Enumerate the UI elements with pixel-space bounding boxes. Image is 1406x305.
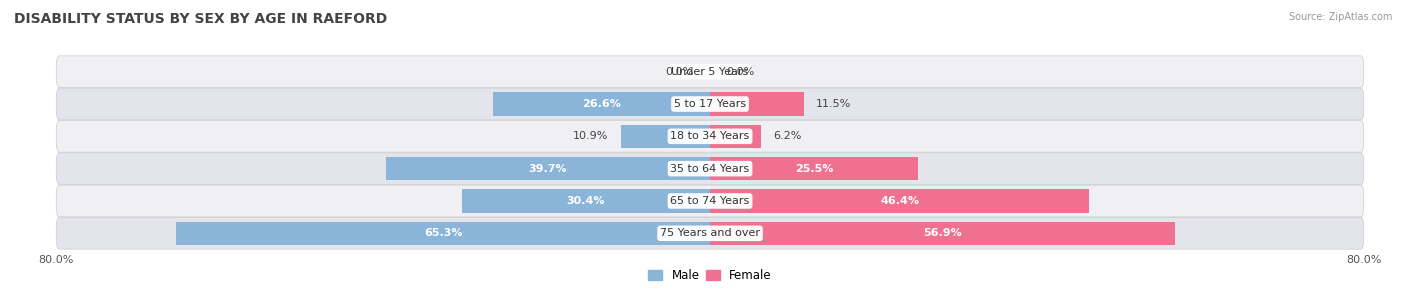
Text: 6.2%: 6.2%	[773, 131, 801, 141]
Legend: Male, Female: Male, Female	[644, 265, 776, 287]
FancyBboxPatch shape	[56, 56, 1364, 88]
FancyBboxPatch shape	[56, 153, 1364, 185]
Text: 11.5%: 11.5%	[817, 99, 852, 109]
FancyBboxPatch shape	[56, 120, 1364, 152]
Text: 5 to 17 Years: 5 to 17 Years	[673, 99, 747, 109]
Text: Under 5 Years: Under 5 Years	[672, 67, 748, 77]
Text: 10.9%: 10.9%	[574, 131, 609, 141]
Text: 26.6%: 26.6%	[582, 99, 621, 109]
Text: 35 to 64 Years: 35 to 64 Years	[671, 164, 749, 174]
FancyBboxPatch shape	[56, 217, 1364, 249]
Text: 65.3%: 65.3%	[425, 228, 463, 238]
Text: 0.0%: 0.0%	[665, 67, 693, 77]
Bar	[176, 222, 710, 245]
Bar	[710, 222, 1175, 245]
Text: 65 to 74 Years: 65 to 74 Years	[671, 196, 749, 206]
Bar	[621, 125, 710, 148]
Text: 56.9%: 56.9%	[924, 228, 962, 238]
Bar	[492, 92, 710, 116]
Text: 39.7%: 39.7%	[529, 164, 567, 174]
Bar	[710, 125, 761, 148]
Text: 30.4%: 30.4%	[567, 196, 605, 206]
Text: 46.4%: 46.4%	[880, 196, 920, 206]
Bar	[710, 189, 1090, 213]
Text: DISABILITY STATUS BY SEX BY AGE IN RAEFORD: DISABILITY STATUS BY SEX BY AGE IN RAEFO…	[14, 12, 387, 26]
Bar	[385, 157, 710, 180]
Text: 75 Years and over: 75 Years and over	[659, 228, 761, 238]
Text: 18 to 34 Years: 18 to 34 Years	[671, 131, 749, 141]
Text: 25.5%: 25.5%	[794, 164, 834, 174]
Text: 0.0%: 0.0%	[727, 67, 755, 77]
Bar	[710, 157, 918, 180]
Bar	[461, 189, 710, 213]
Bar	[710, 92, 804, 116]
FancyBboxPatch shape	[56, 88, 1364, 120]
FancyBboxPatch shape	[56, 185, 1364, 217]
Text: Source: ZipAtlas.com: Source: ZipAtlas.com	[1288, 12, 1392, 22]
